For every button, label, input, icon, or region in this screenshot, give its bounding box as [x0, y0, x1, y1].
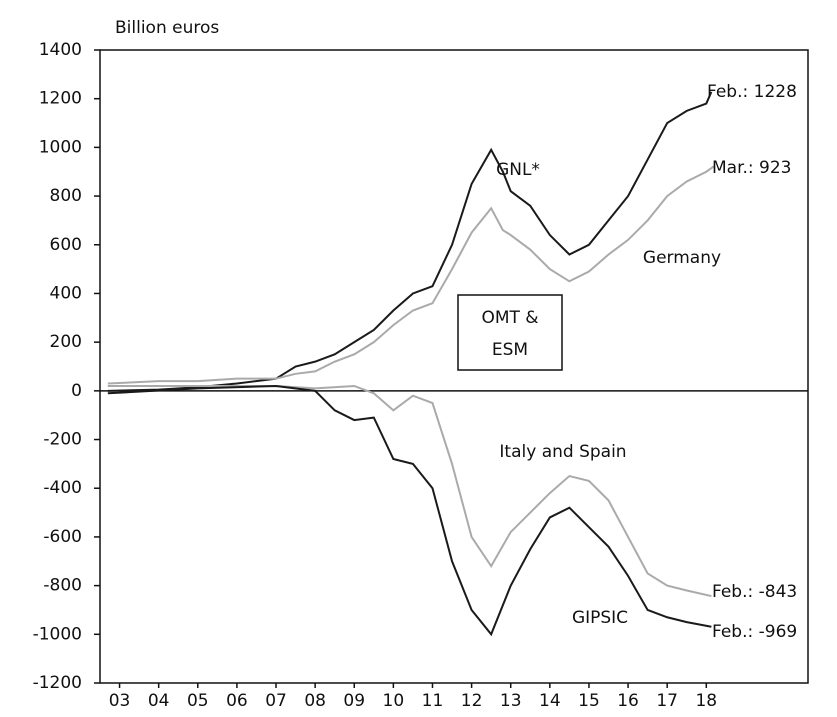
annotation-text: ESM [492, 340, 528, 360]
y-tick-label: -800 [43, 576, 82, 596]
y-axis-label: Billion euros [115, 18, 219, 38]
y-tick-label: -200 [43, 430, 82, 450]
x-tick-label: 17 [656, 691, 678, 711]
y-tick-label: 600 [50, 235, 82, 255]
x-tick-label: 15 [578, 691, 600, 711]
end-label: Mar.: 923 [712, 158, 792, 178]
x-tick-label: 13 [500, 691, 522, 711]
x-tick-label: 12 [461, 691, 483, 711]
x-tick-label: 14 [539, 691, 561, 711]
y-tick-label: 1000 [39, 137, 82, 157]
series-line [107, 384, 712, 598]
plot-frame [99, 49, 809, 684]
y-tick-label: 1200 [39, 89, 82, 109]
x-tick-label: 08 [304, 691, 326, 711]
x-tick-label: 10 [383, 691, 405, 711]
y-tick-label: 0 [71, 381, 82, 401]
x-tick-label: 16 [617, 691, 639, 711]
end-label: Feb.: -843 [712, 582, 797, 602]
y-tick-label: -1000 [33, 624, 82, 644]
x-tick-label: 18 [695, 691, 717, 711]
x-tick-label: 05 [187, 691, 209, 711]
y-tick-label: -1200 [33, 673, 82, 693]
series-label: GIPSIC [572, 608, 628, 628]
y-tick-label: -600 [43, 527, 82, 547]
x-tick-label: 11 [422, 691, 444, 711]
series-line [107, 91, 713, 392]
y-tick-label: 400 [50, 283, 82, 303]
series-label: Italy and Spain [499, 442, 626, 462]
series-label: Germany [643, 248, 721, 268]
annotation-box [457, 294, 563, 371]
y-tick-label: 200 [50, 332, 82, 352]
x-tick-label: 07 [265, 691, 287, 711]
end-label: Feb.: 1228 [707, 82, 797, 102]
y-tick-label: 800 [50, 186, 82, 206]
end-label: Feb.: -969 [712, 622, 797, 642]
y-tick-label: 1400 [39, 40, 82, 60]
x-tick-label: 03 [109, 691, 131, 711]
series-label: GNL* [496, 160, 540, 180]
y-tick-label: -400 [43, 478, 82, 498]
annotation-text: OMT & [481, 308, 538, 328]
series-line [107, 165, 715, 385]
x-tick-label: 06 [226, 691, 248, 711]
x-tick-label: 09 [343, 691, 365, 711]
series-line [107, 384, 712, 637]
x-tick-label: 04 [148, 691, 170, 711]
